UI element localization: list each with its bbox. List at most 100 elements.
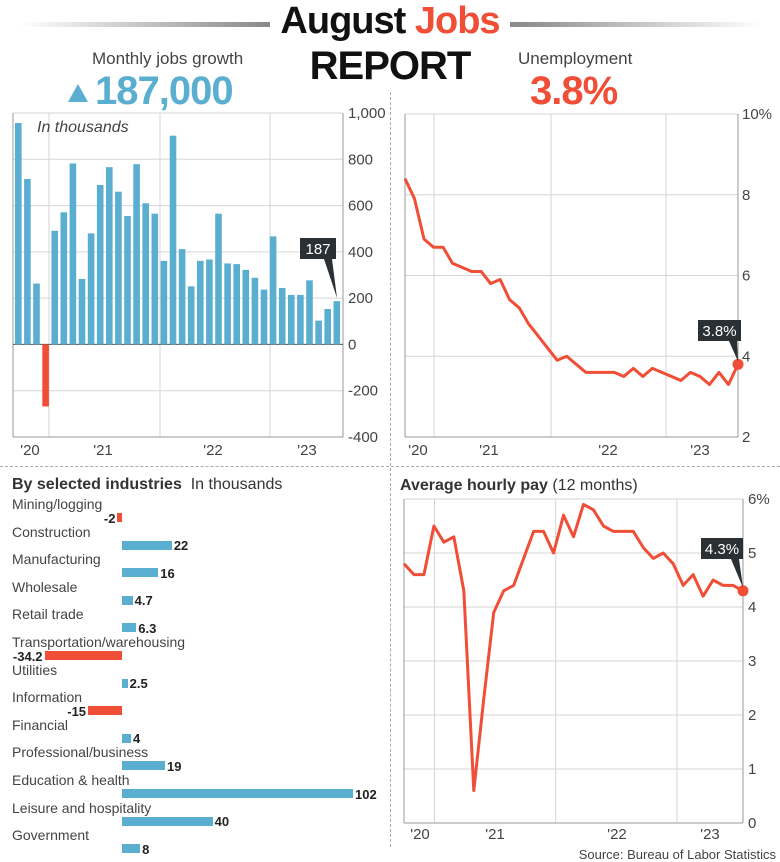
industry-label: Professional/business bbox=[12, 744, 149, 761]
y-tick-label: 1,000 bbox=[348, 105, 386, 122]
industries-title-main: By selected industries bbox=[12, 476, 182, 493]
industry-label: Manufacturing bbox=[12, 551, 101, 568]
x-tick-label: '22 bbox=[203, 442, 223, 459]
jobs-bar bbox=[187, 286, 195, 345]
industry-bar bbox=[122, 761, 166, 771]
industry-bar bbox=[122, 816, 213, 826]
y-tick-label: 10% bbox=[742, 106, 772, 123]
x-tick-label: '22 bbox=[607, 826, 627, 843]
hourly-pay-title: Average hourly pay (12 months) bbox=[400, 477, 638, 495]
jobs-bar bbox=[224, 263, 231, 345]
callout-box bbox=[698, 320, 741, 341]
industry-value: 4.7 bbox=[134, 593, 153, 609]
industry-value: 4 bbox=[133, 731, 141, 747]
industries-title: By selected industries In thousands bbox=[12, 476, 282, 494]
x-tick-label: '21 bbox=[479, 442, 499, 459]
industry-label: Information bbox=[12, 689, 83, 706]
title-rule-left bbox=[20, 22, 270, 27]
jobs-bar bbox=[306, 280, 313, 345]
industries-subtitle: In thousands bbox=[190, 476, 283, 493]
callout-label: 3.8% bbox=[702, 323, 736, 340]
hourly-pay-end-dot bbox=[737, 585, 749, 597]
industry-value: 16 bbox=[160, 565, 175, 581]
industry-label: Financial bbox=[12, 716, 69, 733]
y-tick-label: 0 bbox=[748, 815, 756, 832]
jobs-bar bbox=[24, 178, 31, 345]
x-tick-label: '20 bbox=[20, 442, 40, 459]
page-title-line2: REPORT bbox=[309, 44, 472, 88]
x-tick-label: '23 bbox=[297, 442, 317, 459]
industry-label: Wholesale bbox=[12, 578, 78, 595]
jobs-bar bbox=[96, 184, 104, 345]
source-note: Source: Bureau of Labor Statistics bbox=[578, 847, 776, 862]
y-tick-label: 3 bbox=[748, 653, 756, 670]
industry-label: Utilities bbox=[12, 661, 58, 678]
industry-bar bbox=[122, 595, 133, 605]
jobs-bar bbox=[242, 269, 250, 345]
y-tick-label: 4 bbox=[748, 599, 756, 616]
industry-label: Leisure and hospitality bbox=[12, 799, 152, 816]
jobs-bar bbox=[178, 249, 186, 345]
industry-bar bbox=[122, 733, 132, 743]
industries-chart: Mining/logging -2 Construction 22 Manufactur… bbox=[12, 497, 377, 857]
x-tick-label: '22 bbox=[598, 442, 618, 459]
jobs-bar bbox=[206, 259, 213, 345]
industry-value: 19 bbox=[167, 758, 182, 774]
jobs-bar bbox=[115, 191, 122, 345]
y-tick-label: 8 bbox=[742, 187, 750, 204]
industry-value: 102 bbox=[355, 786, 377, 802]
callout-pointer bbox=[324, 259, 337, 298]
jobs-bar bbox=[133, 164, 140, 345]
industry-value: 22 bbox=[173, 538, 189, 554]
industry-label: Transportation/warehousing bbox=[12, 634, 186, 650]
x-tick-label: '21 bbox=[93, 442, 113, 459]
title-rule-right bbox=[510, 22, 760, 27]
y-tick-label: 5 bbox=[748, 545, 756, 562]
title-august: August bbox=[280, 0, 406, 42]
y-tick-label: 0 bbox=[348, 336, 356, 353]
industry-bar bbox=[88, 706, 122, 716]
jobs-bar bbox=[169, 135, 177, 345]
industry-value: 40 bbox=[214, 814, 230, 830]
y-tick-label: 2 bbox=[742, 429, 750, 446]
jobs-bar bbox=[269, 236, 277, 345]
y-tick-label: 800 bbox=[348, 151, 373, 168]
jobs-bar bbox=[69, 163, 77, 345]
jobs-bar bbox=[142, 203, 149, 345]
jobs-bar bbox=[160, 260, 168, 345]
y-tick-label: 400 bbox=[348, 244, 373, 261]
industry-bar bbox=[117, 513, 122, 522]
vertical-divider bbox=[390, 92, 391, 847]
industry-bar bbox=[44, 651, 122, 660]
jobs-bar bbox=[60, 212, 68, 345]
jobs-bar bbox=[333, 301, 341, 345]
y-tick-label: -400 bbox=[348, 429, 378, 446]
y-tick-label: 600 bbox=[348, 198, 373, 215]
hourly-pay-line bbox=[402, 502, 744, 793]
industry-label: Retail trade bbox=[12, 606, 84, 623]
callout-box bbox=[701, 538, 743, 559]
industry-value: 6.3 bbox=[138, 620, 157, 636]
y-tick-label: 4 bbox=[742, 348, 750, 365]
callout-box bbox=[300, 238, 336, 259]
callout-pointer bbox=[729, 341, 738, 362]
callout-pointer bbox=[731, 559, 743, 588]
industry-value: 8 bbox=[142, 841, 150, 857]
jobs-bar bbox=[315, 320, 322, 345]
jobs-bar bbox=[42, 344, 49, 407]
unemployment-value: 3.8% bbox=[530, 69, 618, 113]
industry-bar bbox=[122, 623, 137, 633]
jobs-bar bbox=[278, 287, 286, 345]
jobs-bar bbox=[215, 213, 222, 345]
jobs-bar bbox=[33, 283, 40, 345]
jobs-bar bbox=[87, 233, 95, 345]
jobs-bar bbox=[106, 167, 113, 345]
jobs-growth-value: 187,000 bbox=[95, 69, 234, 113]
jobs-bar bbox=[233, 264, 240, 345]
y-tick-label: 200 bbox=[348, 290, 373, 307]
jobs-bar bbox=[51, 230, 58, 345]
jobs-bar bbox=[124, 215, 131, 345]
y-tick-label: -200 bbox=[348, 383, 378, 400]
jobs-bar bbox=[260, 289, 268, 345]
